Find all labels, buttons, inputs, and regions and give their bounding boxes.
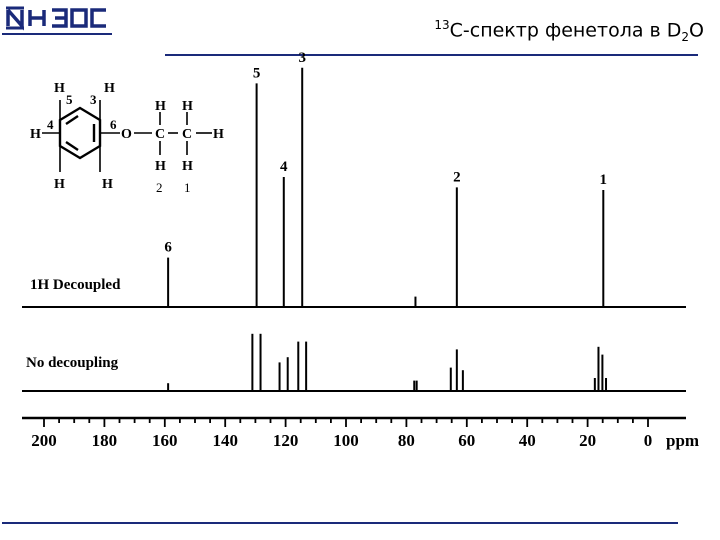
title-superscript: 13 xyxy=(434,18,450,32)
inaeos-logo xyxy=(2,4,110,32)
atom-number: 6 xyxy=(110,117,117,132)
tick-label: 140 xyxy=(212,431,238,450)
tick-label: 60 xyxy=(458,431,475,450)
atom-c: C xyxy=(155,127,165,142)
atom-h: H xyxy=(213,127,224,142)
atom-h: H xyxy=(155,159,166,174)
top-rule xyxy=(165,54,698,56)
tick-label: 20 xyxy=(579,431,596,450)
phenetole-structure: H H H H H O C C H H H H H 5 3 4 6 2 1 xyxy=(30,81,224,195)
peak-label: 1 xyxy=(600,172,608,188)
axis-unit-label: ppm xyxy=(666,431,699,450)
atom-number: 1 xyxy=(184,180,191,195)
atom-c: C xyxy=(182,127,192,142)
series-label: No decoupling xyxy=(26,355,119,371)
atom-h: H xyxy=(104,81,115,96)
title-end: O xyxy=(689,19,704,42)
peak-label: 2 xyxy=(453,169,461,185)
atom-h: H xyxy=(54,177,65,192)
series-label: 1H Decoupled xyxy=(30,277,121,293)
tick-label: 0 xyxy=(644,431,653,450)
tick-label: 80 xyxy=(398,431,415,450)
tick-label: 100 xyxy=(333,431,359,450)
atom-number: 2 xyxy=(156,180,163,195)
atom-h: H xyxy=(102,177,113,192)
atom-number: 3 xyxy=(90,92,97,107)
peak-label: 3 xyxy=(298,50,306,66)
atom-o: O xyxy=(121,127,132,142)
peak-label: 6 xyxy=(164,240,172,256)
peak-label: 4 xyxy=(280,159,288,175)
tick-label: 120 xyxy=(273,431,299,450)
atom-number: 4 xyxy=(47,117,54,132)
atom-h: H xyxy=(54,81,65,96)
atom-h: H xyxy=(182,159,193,174)
atom-h: H xyxy=(155,99,166,114)
peak-label: 5 xyxy=(253,65,261,81)
logo-underline xyxy=(2,33,112,35)
tick-label: 160 xyxy=(152,431,178,450)
page-title: 13C-спектр фенетола в D2O xyxy=(434,18,704,44)
title-subscript: 2 xyxy=(681,30,690,45)
atom-h: H xyxy=(182,99,193,114)
bottom-rule xyxy=(2,522,678,524)
tick-label: 40 xyxy=(519,431,536,450)
atom-h: H xyxy=(30,127,41,142)
tick-label: 200 xyxy=(31,431,57,450)
atom-number: 5 xyxy=(66,92,73,107)
ppm-axis: 200 180 160 140 120 100 80 60 40 20 0 ppm xyxy=(22,416,699,450)
tick-label: 180 xyxy=(92,431,118,450)
title-main: C-спектр фенетола в D xyxy=(449,19,682,42)
